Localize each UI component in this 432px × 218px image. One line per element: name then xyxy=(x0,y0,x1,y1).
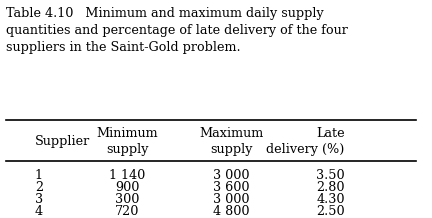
Text: 3.50: 3.50 xyxy=(316,169,345,182)
Text: 2: 2 xyxy=(35,181,43,194)
Text: Late
delivery (%): Late delivery (%) xyxy=(267,127,345,156)
Text: Table 4.10   Minimum and maximum daily supply
quantities and percentage of late : Table 4.10 Minimum and maximum daily sup… xyxy=(6,7,347,54)
Text: 4: 4 xyxy=(35,205,43,218)
Text: 900: 900 xyxy=(115,181,139,194)
Text: 1 140: 1 140 xyxy=(109,169,145,182)
Text: 4 800: 4 800 xyxy=(213,205,250,218)
Text: 4.30: 4.30 xyxy=(316,193,345,206)
Text: Maximum
supply: Maximum supply xyxy=(200,127,264,156)
Text: Supplier: Supplier xyxy=(35,135,90,148)
Text: Minimum
supply: Minimum supply xyxy=(96,127,158,156)
Text: 2.50: 2.50 xyxy=(316,205,345,218)
Text: 3 600: 3 600 xyxy=(213,181,250,194)
Text: 3: 3 xyxy=(35,193,43,206)
Text: 720: 720 xyxy=(115,205,139,218)
Text: 1: 1 xyxy=(35,169,43,182)
Text: 300: 300 xyxy=(115,193,139,206)
Text: 3 000: 3 000 xyxy=(213,193,250,206)
Text: 2.80: 2.80 xyxy=(316,181,345,194)
Text: 3 000: 3 000 xyxy=(213,169,250,182)
